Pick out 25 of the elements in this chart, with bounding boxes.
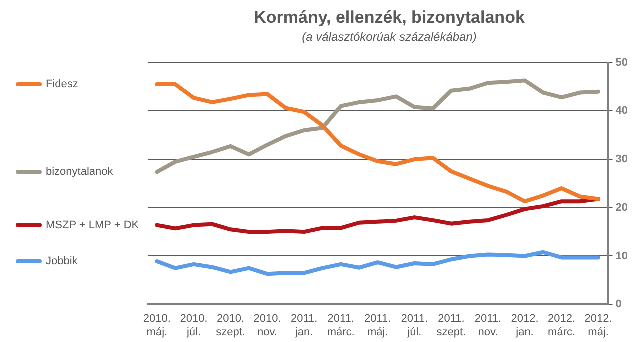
legend-label: Jobbik xyxy=(46,256,78,268)
x-tick-label: 2012. jan. xyxy=(511,313,539,338)
x-tick-label: 2010. júl. xyxy=(180,313,208,338)
x-tick-label: 2010. nov. xyxy=(254,313,282,338)
x-tick-label: 2012. márc. xyxy=(548,313,576,338)
x-tick-label: 2012. máj. xyxy=(584,313,612,338)
y-tick-label: 50 xyxy=(616,56,628,69)
y-tick-label: 20 xyxy=(616,202,628,214)
x-tick-label: 2010. szept. xyxy=(216,313,246,338)
y-tick-label: 10 xyxy=(616,250,628,262)
y-tick-label: 30 xyxy=(616,154,628,166)
y-tick-label: 0 xyxy=(616,298,622,311)
legend-label: bizonytalanok xyxy=(46,166,114,178)
x-tick-label: 2010. máj. xyxy=(143,313,171,338)
x-tick-label: 2011. márc. xyxy=(327,313,355,338)
chart-title: Kormány, ellenzék, bizonytalanok xyxy=(254,8,526,27)
x-tick-label: 2011. máj. xyxy=(364,313,392,338)
x-tick-label: 2011. nov. xyxy=(474,313,502,338)
legend-label: Fidesz xyxy=(46,78,78,91)
x-tick-label: 2011. júl. xyxy=(401,313,428,338)
legend-label: MSZP + LMP + DK xyxy=(46,219,140,232)
x-tick-label: 2011. jan. xyxy=(290,313,318,338)
y-tick-label: 40 xyxy=(616,105,628,118)
x-tick-label: 2011. szept. xyxy=(436,313,466,338)
chart-subtitle: (a választókorúak százalékában) xyxy=(302,30,477,44)
